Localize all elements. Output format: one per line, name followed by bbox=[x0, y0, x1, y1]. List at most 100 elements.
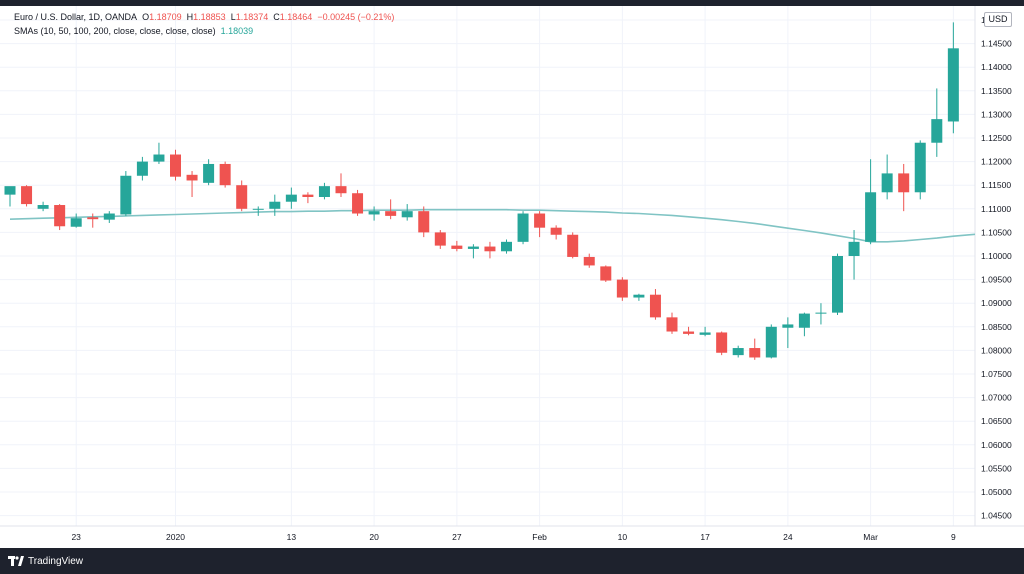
candle-body bbox=[120, 175, 132, 215]
candle bbox=[534, 211, 546, 238]
candle bbox=[947, 22, 959, 134]
candle bbox=[285, 187, 297, 209]
candle bbox=[352, 189, 364, 216]
high-label: H bbox=[186, 12, 194, 22]
close-value: 1.18464 bbox=[279, 12, 313, 22]
candle-body bbox=[550, 227, 562, 235]
candle bbox=[335, 173, 347, 197]
candle bbox=[567, 232, 579, 259]
low-value: 1.18374 bbox=[235, 12, 269, 22]
candle bbox=[236, 180, 248, 212]
candle-body bbox=[699, 332, 711, 335]
price-tick-label: 1.09500 bbox=[981, 275, 1012, 285]
tradingview-icon bbox=[8, 556, 24, 566]
time-tick-label: 27 bbox=[452, 532, 462, 542]
candle-body bbox=[269, 201, 281, 209]
candle-body bbox=[37, 205, 49, 209]
candle-body bbox=[931, 119, 943, 143]
candle-body bbox=[136, 161, 148, 176]
candle-body bbox=[385, 211, 397, 216]
candle bbox=[550, 225, 562, 240]
price-tick-label: 1.08000 bbox=[981, 345, 1012, 355]
candle bbox=[21, 185, 33, 207]
candle bbox=[269, 194, 281, 216]
candle-body bbox=[318, 186, 330, 197]
sma-label: SMAs (10, 50, 100, 200, close, close, cl… bbox=[14, 26, 216, 36]
candle bbox=[583, 253, 595, 268]
candle-body bbox=[517, 213, 529, 242]
candle-body bbox=[451, 245, 463, 249]
candle bbox=[203, 159, 215, 186]
sma-line bbox=[9, 208, 976, 243]
candle-body bbox=[87, 217, 99, 220]
change-value: −0.00245 (−0.21%) bbox=[317, 12, 395, 22]
candle-body bbox=[21, 186, 33, 205]
candle-body bbox=[302, 194, 314, 197]
time-tick-label: Mar bbox=[863, 532, 878, 542]
candle-body bbox=[765, 326, 777, 358]
candle bbox=[881, 154, 893, 200]
candle-body bbox=[434, 232, 446, 246]
candle bbox=[782, 317, 794, 349]
candle-body bbox=[203, 163, 215, 183]
candle bbox=[302, 192, 314, 204]
candle bbox=[219, 161, 231, 188]
candle-body bbox=[782, 324, 794, 328]
candle-body bbox=[70, 218, 82, 227]
time-tick-label: 20 bbox=[369, 532, 379, 542]
candle-body bbox=[4, 186, 16, 195]
time-tick-label: 9 bbox=[951, 532, 956, 542]
candle-body bbox=[865, 192, 877, 242]
time-tick-label: 24 bbox=[783, 532, 793, 542]
time-tick-label: 2020 bbox=[166, 532, 185, 542]
price-tick-label: 1.10500 bbox=[981, 227, 1012, 237]
candle bbox=[898, 163, 910, 212]
chart-grid bbox=[0, 6, 975, 526]
candle-body bbox=[335, 186, 347, 194]
currency-badge[interactable]: USD bbox=[984, 12, 1012, 27]
candle-body bbox=[716, 332, 728, 353]
candle-body bbox=[103, 213, 115, 220]
candle-body bbox=[252, 208, 264, 210]
candle-body bbox=[285, 194, 297, 202]
candle bbox=[434, 230, 446, 249]
candle bbox=[815, 303, 827, 325]
price-tick-label: 1.08500 bbox=[981, 322, 1012, 332]
candle bbox=[4, 186, 16, 207]
time-axis[interactable]: 23 2020 13 20 27 Feb 10 17 24 Mar 9 bbox=[71, 532, 956, 542]
candle bbox=[170, 149, 181, 181]
candle-body bbox=[501, 241, 512, 252]
candle bbox=[385, 199, 397, 220]
candle-body bbox=[170, 154, 181, 177]
open-value: 1.18709 bbox=[149, 12, 182, 22]
candle-body bbox=[186, 174, 198, 181]
price-axis[interactable]: 1.150001.145001.140001.135001.130001.125… bbox=[981, 15, 1012, 521]
bottom-bar: TradingView bbox=[0, 548, 1024, 574]
candle-body bbox=[534, 213, 546, 228]
candle bbox=[749, 338, 761, 360]
candle-body bbox=[583, 256, 595, 266]
candle bbox=[649, 289, 661, 320]
high-value: 1.18853 bbox=[193, 12, 226, 22]
candle bbox=[848, 230, 860, 280]
tradingview-logo[interactable]: TradingView bbox=[8, 556, 83, 567]
candle bbox=[484, 241, 496, 259]
candle-body bbox=[649, 294, 661, 318]
candle-body bbox=[881, 173, 893, 193]
candle bbox=[418, 206, 430, 238]
price-tick-label: 1.11500 bbox=[981, 180, 1011, 190]
time-tick-label: 13 bbox=[287, 532, 297, 542]
candle-body bbox=[236, 185, 248, 209]
symbol-title[interactable]: Euro / U.S. Dollar, 1D, OANDA bbox=[14, 12, 138, 22]
candle bbox=[252, 206, 264, 216]
candle bbox=[914, 140, 926, 200]
price-tick-label: 1.04500 bbox=[981, 511, 1012, 521]
candle bbox=[136, 156, 148, 181]
sma-legend[interactable]: SMAs (10, 50, 100, 200, close, close, cl… bbox=[14, 26, 253, 36]
candles-group bbox=[4, 22, 959, 360]
candle-body bbox=[352, 193, 364, 214]
candle bbox=[683, 326, 695, 336]
candle-body bbox=[418, 211, 430, 233]
candle bbox=[87, 213, 99, 228]
